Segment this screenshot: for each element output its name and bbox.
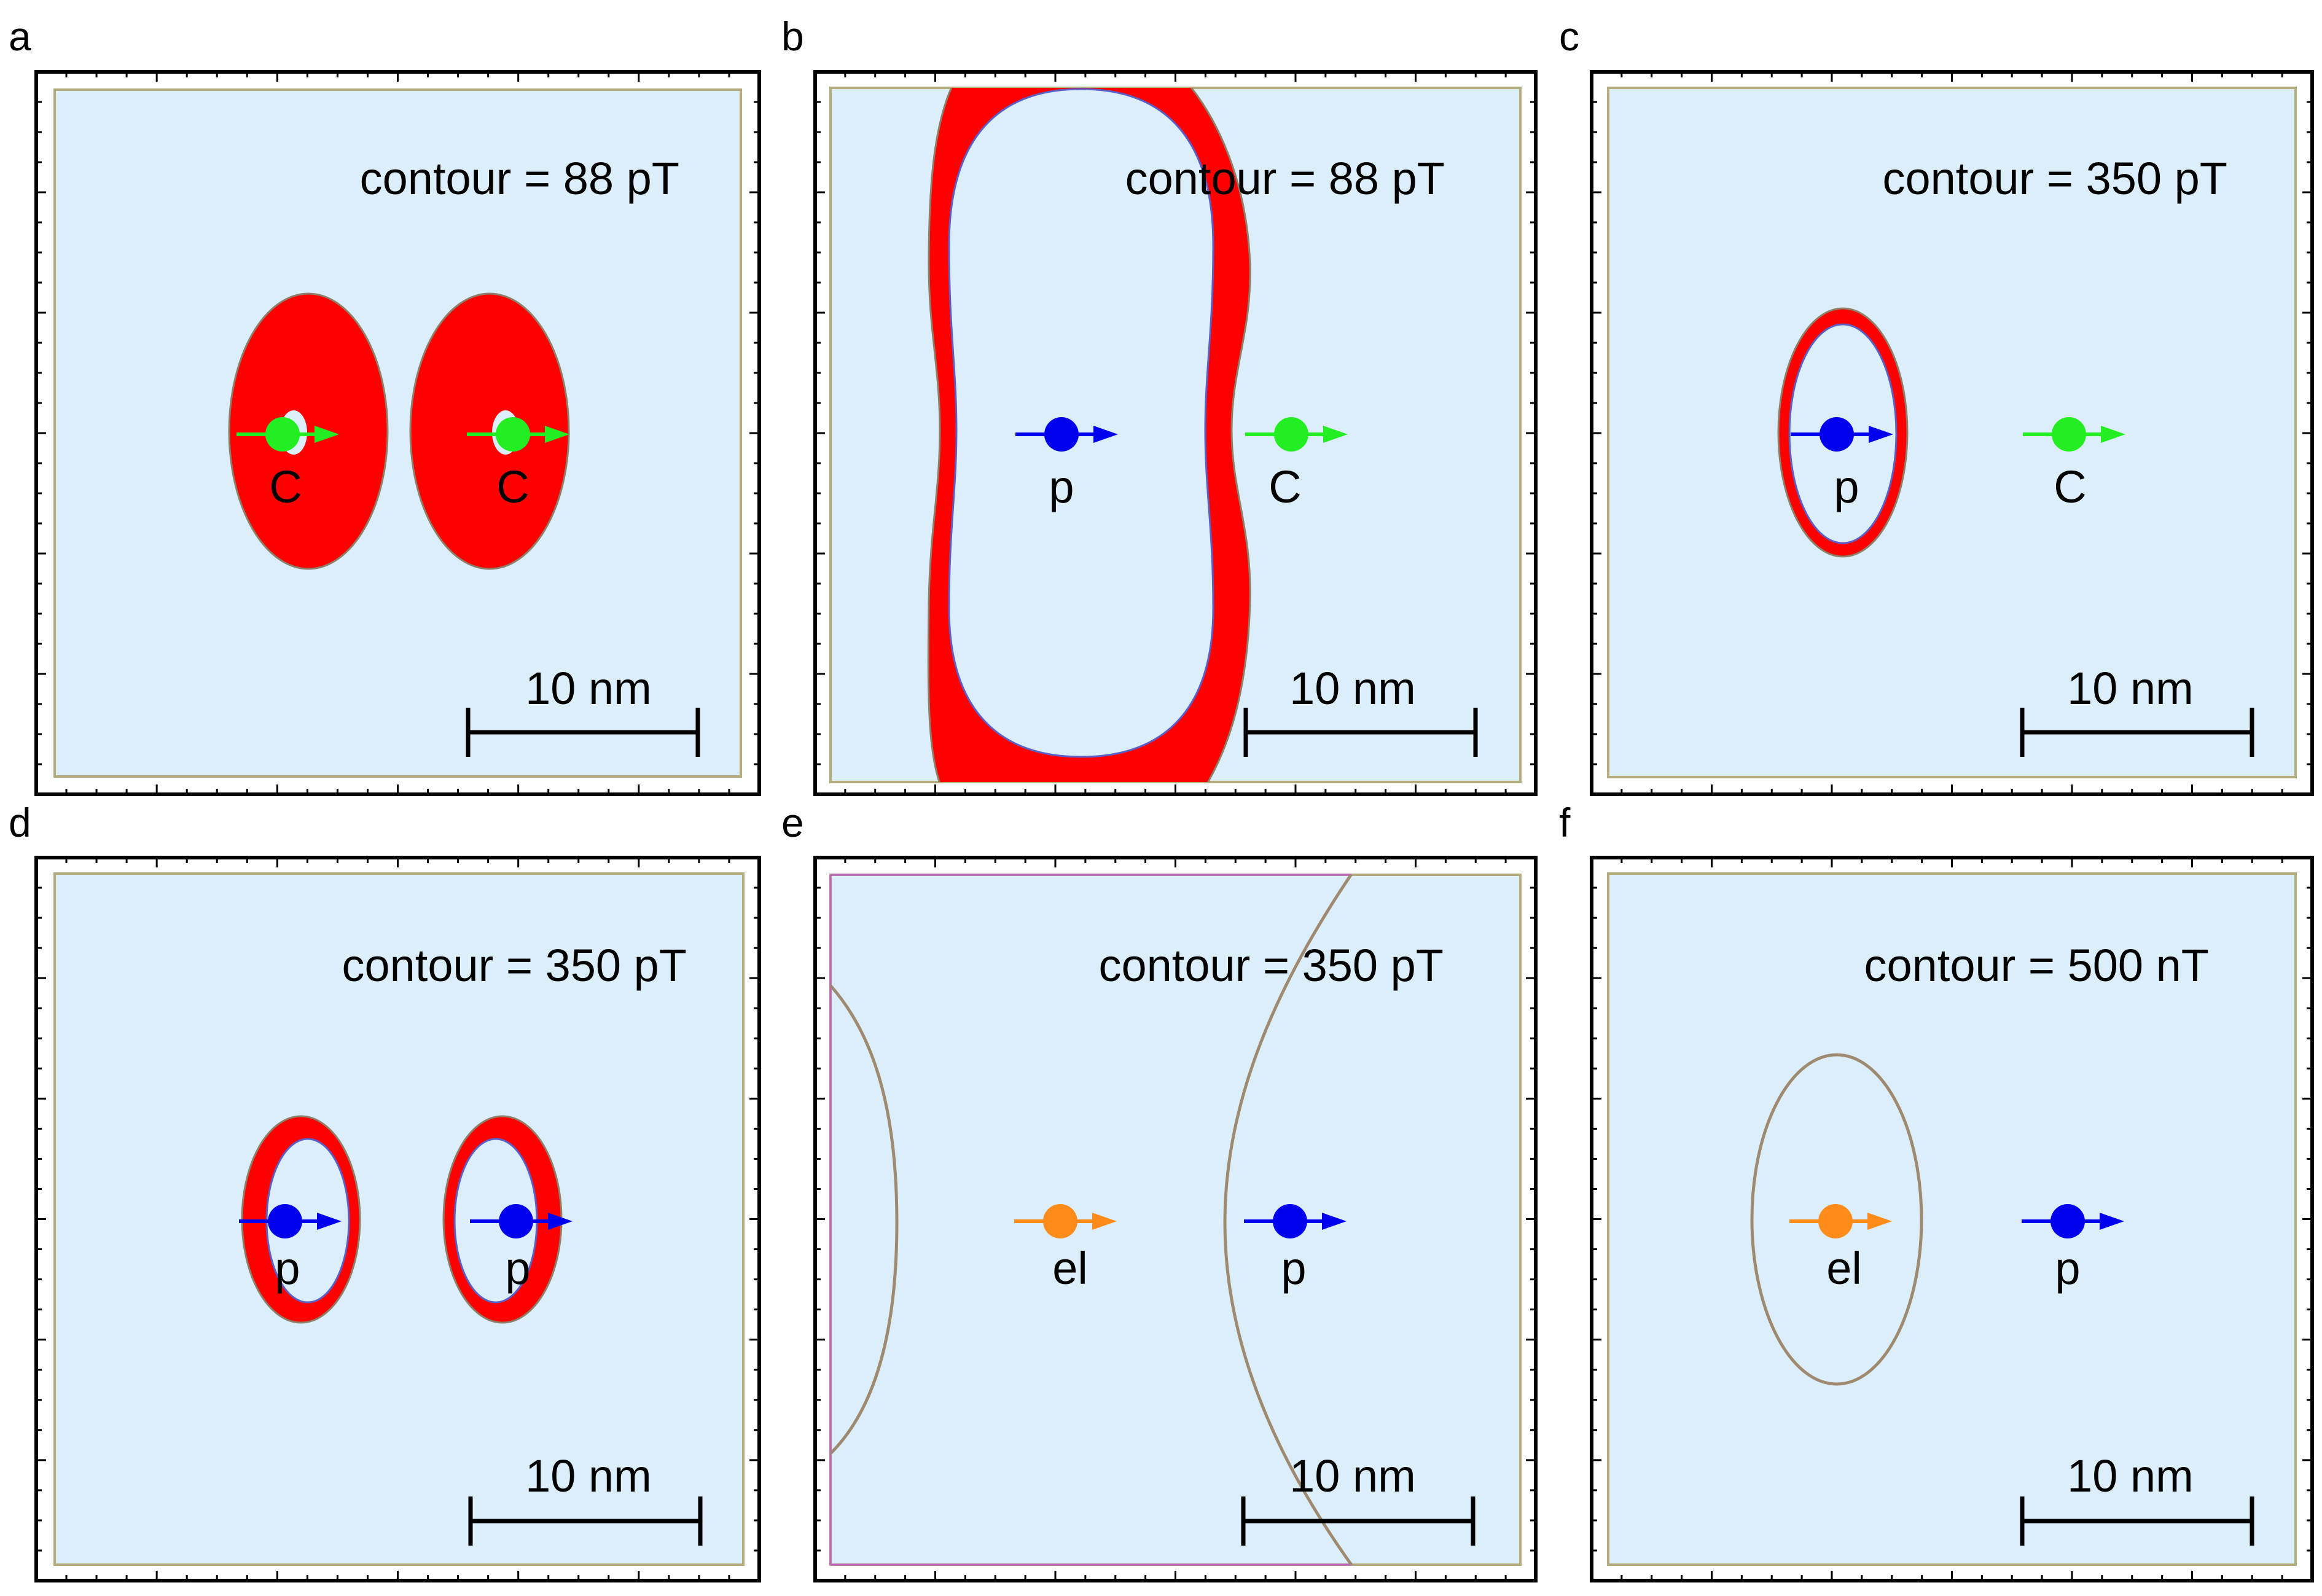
particle: p <box>470 1204 573 1294</box>
panel-label: d <box>9 800 31 845</box>
velocity-arrow-head <box>1869 426 1893 443</box>
tick-marks <box>1592 858 2312 1581</box>
particle-label: p <box>1049 461 1074 512</box>
particle: C <box>467 417 569 512</box>
particle-label: p <box>505 1243 530 1294</box>
particle-label: C <box>1268 461 1301 512</box>
panel-e: e contour = 350 pT el p 10 nm <box>781 800 1538 1582</box>
velocity-arrow-head <box>1092 1213 1117 1230</box>
panel-c: c contour = 350 pT p C 10 nm <box>1559 14 2314 796</box>
velocity-arrow-head <box>1093 426 1118 443</box>
tick-marks <box>1592 72 2312 794</box>
particle-dot <box>2050 1204 2085 1238</box>
particle-dot <box>499 1204 533 1238</box>
velocity-arrow-head <box>548 1213 573 1230</box>
scale-bar-label: 10 nm <box>1289 1450 1416 1501</box>
particle-label: p <box>275 1243 300 1294</box>
contour-label: contour = 350 pT <box>342 940 687 991</box>
particle-dot <box>1818 1204 1853 1238</box>
velocity-arrow-head <box>317 1213 342 1230</box>
plot-area <box>1607 872 2297 1566</box>
particle-label: p <box>1834 461 1859 512</box>
scale-bar: 10 nm <box>1243 663 1478 757</box>
particle: p <box>1015 417 1118 512</box>
field-regions <box>228 292 570 570</box>
tick-marks <box>815 858 1536 1581</box>
velocity-arrow-head <box>315 426 339 443</box>
particle-dot <box>1274 417 1308 452</box>
particle-label: C <box>2054 461 2086 512</box>
particle: el <box>1014 1204 1117 1294</box>
particle-dot <box>496 417 530 452</box>
particle: p <box>1791 417 1893 512</box>
particle: p <box>2022 1204 2124 1294</box>
plot-area <box>53 88 742 778</box>
panel-a: a contour = 88 pT C C 10 nm <box>9 14 761 796</box>
contour-label: contour = 88 pT <box>1125 153 1445 204</box>
scale-bar-label: 10 nm <box>2067 1450 2194 1501</box>
particle: C <box>2023 417 2125 512</box>
particle-label: C <box>496 461 529 512</box>
scale-bar-label: 10 nm <box>1289 663 1416 714</box>
contour-label: contour = 350 pT <box>1098 940 1444 991</box>
velocity-arrow-head <box>2100 1213 2124 1230</box>
particle-dot <box>1273 1204 1307 1238</box>
plot-area <box>829 874 1522 1566</box>
field-hole <box>948 88 1214 758</box>
field-region <box>409 292 570 570</box>
panel-label: e <box>781 800 804 845</box>
particle: el <box>1789 1204 1892 1294</box>
particle-dot <box>268 1204 302 1238</box>
field-region <box>228 292 389 570</box>
particle: p <box>1244 1204 1347 1294</box>
particle-label: el <box>1052 1243 1088 1294</box>
panel-b: b contour = 88 pT p C 10 nm <box>781 14 1538 796</box>
panel-label: b <box>781 14 804 59</box>
contour-label: contour = 88 pT <box>360 153 679 204</box>
particle-label: C <box>269 461 302 512</box>
panel-f: f contour = 500 nT el p 10 nm <box>1559 800 2314 1582</box>
scale-bar-label: 10 nm <box>525 663 652 714</box>
scale-bar: 10 nm <box>468 1450 703 1546</box>
plot-area <box>1607 87 2297 778</box>
particle: C <box>1245 417 1348 512</box>
panel-label: c <box>1559 14 1579 59</box>
particle-dot <box>1044 417 1079 452</box>
field-contour <box>831 983 899 1456</box>
particle: p <box>239 1204 342 1294</box>
velocity-arrow-head <box>1322 1213 1347 1230</box>
particle-label: el <box>1826 1243 1862 1294</box>
panel-label: f <box>1559 800 1571 845</box>
particle: C <box>237 417 339 512</box>
tick-marks <box>36 72 759 794</box>
panel-d: d contour = 350 pT p p 10 nm <box>9 800 761 1582</box>
contour-label: contour = 500 nT <box>1864 940 2209 991</box>
field-contour <box>1223 875 1353 1565</box>
particle-dot <box>265 417 300 452</box>
field-contour <box>1750 1053 1923 1386</box>
particle-label: p <box>1281 1243 1306 1294</box>
scale-bar: 10 nm <box>1241 1450 1476 1546</box>
scale-bar: 10 nm <box>2020 1450 2254 1546</box>
tick-marks <box>36 858 759 1581</box>
field-contours <box>831 875 1353 1565</box>
tick-marks <box>815 72 1536 794</box>
scale-bar: 10 nm <box>466 663 700 757</box>
scale-bar: 10 nm <box>2020 663 2254 757</box>
particle-dot <box>1820 417 1854 452</box>
particle-dot <box>2052 417 2086 452</box>
scale-bar-label: 10 nm <box>525 1450 652 1501</box>
particle-dot <box>1043 1204 1077 1238</box>
velocity-arrow-head <box>1323 426 1348 443</box>
contour-label: contour = 350 pT <box>1882 153 2227 204</box>
particle-label: p <box>2055 1243 2080 1294</box>
panel-label: a <box>9 14 31 59</box>
velocity-arrow-head <box>1867 1213 1892 1230</box>
scale-bar-label: 10 nm <box>2067 663 2194 714</box>
velocity-arrow-head <box>545 426 569 443</box>
velocity-arrow-head <box>2101 426 2125 443</box>
plot-area <box>53 872 745 1566</box>
